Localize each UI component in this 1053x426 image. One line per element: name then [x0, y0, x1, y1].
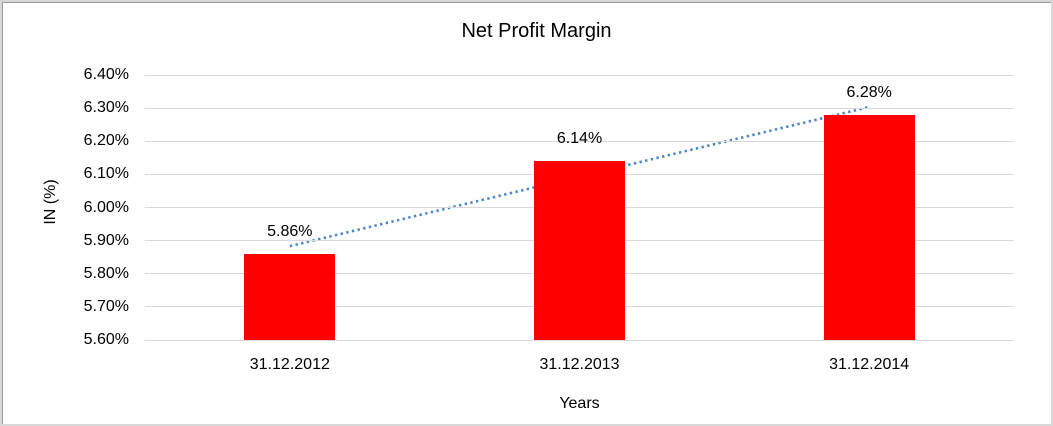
y-tick-label: 5.80% — [83, 264, 129, 282]
x-tick-label: 31.12.2013 — [539, 356, 620, 373]
y-tick-label: 5.70% — [83, 297, 129, 315]
x-tick-label: 31.12.2014 — [829, 356, 910, 373]
gridline — [145, 339, 1014, 341]
y-tick-label: 6.00% — [83, 198, 129, 216]
y-tick-label: 5.90% — [83, 231, 129, 249]
chart-title: Net Profit Margin — [461, 20, 612, 42]
y-tick-label: 5.60% — [83, 331, 129, 348]
gridline — [145, 74, 1014, 76]
y-tick-label: 6.40% — [83, 66, 129, 83]
y-tick-label: 6.10% — [83, 165, 129, 183]
bar-data-label: 6.28% — [846, 83, 892, 101]
bar-data-label: 6.14% — [556, 130, 603, 148]
gridline — [145, 107, 1014, 109]
x-tick-label: 31.12.2012 — [249, 356, 330, 373]
bar-data-label: 5.86% — [267, 222, 313, 240]
bar — [534, 161, 625, 340]
x-axis-title: Years — [559, 395, 600, 412]
bar — [823, 114, 915, 340]
y-tick-label: 6.20% — [83, 132, 129, 150]
bar — [244, 253, 336, 340]
y-tick-label: 6.30% — [83, 99, 129, 117]
gridline — [145, 140, 1014, 142]
